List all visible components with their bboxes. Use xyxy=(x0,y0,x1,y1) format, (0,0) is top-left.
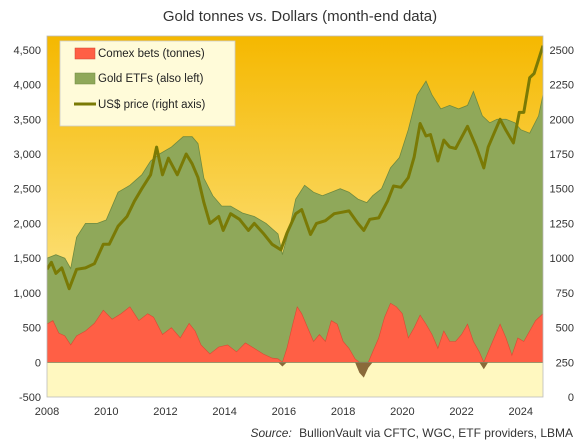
left-tick-label: 1,500 xyxy=(13,253,41,265)
right-tick-label: 2250 xyxy=(550,80,574,92)
x-tick-label: 2016 xyxy=(272,406,296,418)
left-tick-label: -500 xyxy=(19,392,41,404)
x-tick-label: 2008 xyxy=(35,406,59,418)
series-us-price-line xyxy=(47,45,543,291)
plot-border xyxy=(46,35,544,398)
x-tick-label: 2022 xyxy=(449,406,473,418)
x-axis-ticks: 2008 2010 2012 2014 2016 2018 2020 2022 2024 xyxy=(35,406,533,418)
right-tick-label: 2500 xyxy=(550,45,574,57)
series-gold-etfs-area xyxy=(47,80,543,363)
plot-area xyxy=(47,45,543,378)
legend-label-comex: Comex bets (tonnes) xyxy=(98,48,205,60)
legend-swatch-comex xyxy=(74,47,96,60)
legend: Comex bets (tonnes) Gold ETFs (also left… xyxy=(59,40,236,127)
negative-zone xyxy=(47,362,543,397)
legend-swatch-etf xyxy=(74,72,96,85)
source-prefix: Source: xyxy=(250,426,291,440)
series-comex-positive-area xyxy=(47,302,543,364)
right-tick-label: 1250 xyxy=(550,218,574,230)
left-tick-label: 4,500 xyxy=(13,45,41,57)
x-tick-label: 2020 xyxy=(390,406,414,418)
left-tick-label: 3,000 xyxy=(13,149,41,161)
legend-label-price: US$ price (right axis) xyxy=(98,99,206,111)
left-axis-ticks: -500 0 500 1,000 1,500 2,000 2,500 3,000 3,500 4,… xyxy=(13,45,41,404)
left-tick-label: 4,000 xyxy=(13,80,41,92)
x-tick-label: 2018 xyxy=(331,406,355,418)
left-tick-label: 2,500 xyxy=(13,184,41,196)
left-tick-label: 3,500 xyxy=(13,114,41,126)
left-tick-label: 1,000 xyxy=(13,288,41,300)
right-tick-label: 0 xyxy=(568,392,574,404)
x-tick-label: 2012 xyxy=(153,406,177,418)
x-tick-label: 2010 xyxy=(94,406,118,418)
x-tick-label: 2014 xyxy=(212,406,236,418)
right-tick-label: 1500 xyxy=(550,184,574,196)
chart-title: Gold tonnes vs. Dollars (month-end data) xyxy=(163,8,437,25)
legend-label-etf: Gold ETFs (also left) xyxy=(98,73,204,85)
right-tick-label: 2000 xyxy=(550,114,574,126)
right-axis-ticks: 0 250 500 750 1000 1250 1500 1750 2000 2250 2500 xyxy=(550,45,574,404)
right-tick-label: 250 xyxy=(556,357,574,369)
right-tick-label: 1750 xyxy=(550,149,574,161)
left-tick-label: 2,000 xyxy=(13,218,41,230)
right-tick-label: 500 xyxy=(556,323,574,335)
left-tick-label: 500 xyxy=(23,323,41,335)
left-tick-label: 0 xyxy=(35,357,41,369)
right-tick-label: 1000 xyxy=(550,253,574,265)
x-tick-label: 2024 xyxy=(509,406,533,418)
right-tick-label: 750 xyxy=(556,288,574,300)
source-note: Source: BullionVault via CFTC, WGC, ETF … xyxy=(250,426,573,440)
source-body: BullionVault via CFTC, WGC, ETF provider… xyxy=(299,426,573,440)
